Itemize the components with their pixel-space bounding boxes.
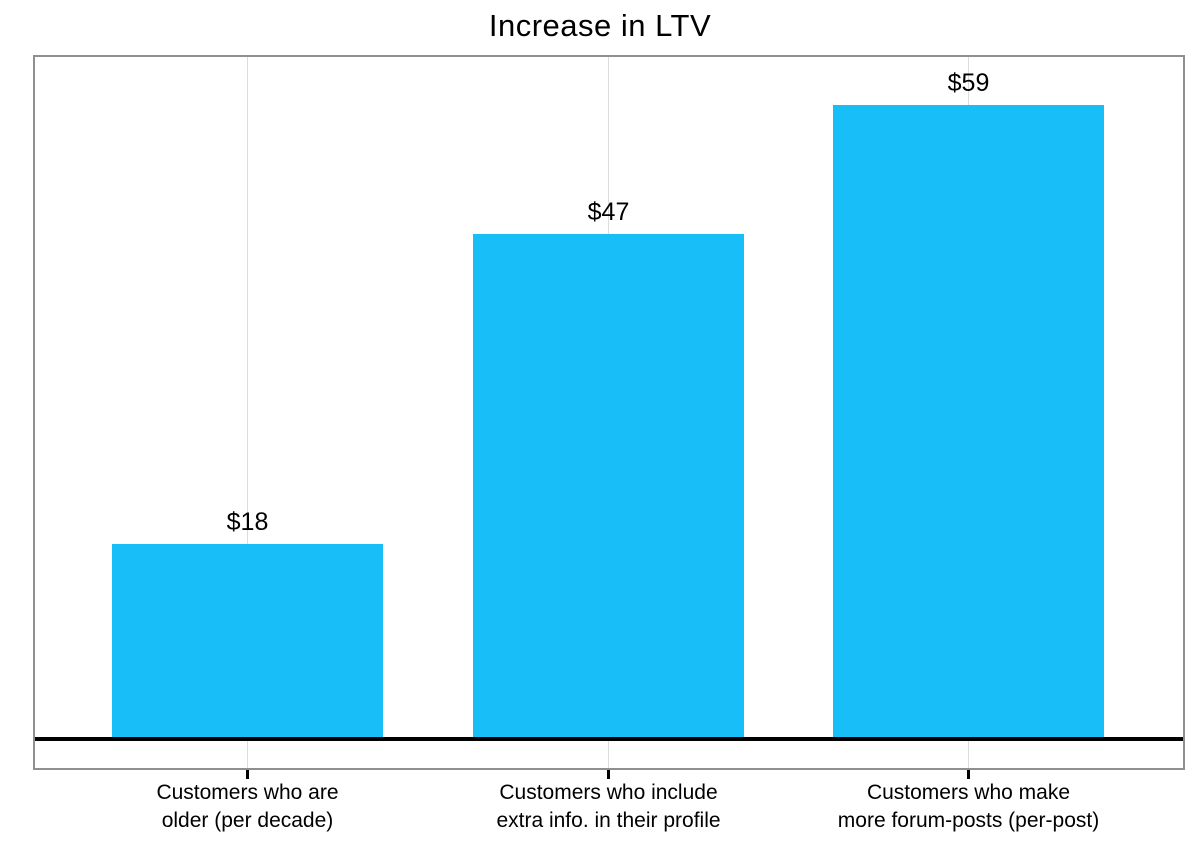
bar-value-label: $18 (226, 508, 269, 536)
x-axis-label-line: more forum-posts (per-post) (837, 809, 1100, 832)
x-axis-label: Customers who make more forum-posts (per-… (779, 779, 1159, 835)
plot-area: $18 $47 $59 (33, 55, 1185, 770)
zero-baseline (35, 737, 1183, 741)
x-axis-tick (246, 770, 249, 779)
x-axis-label-line: older (per decade) (161, 809, 334, 832)
chart-title: Increase in LTV (488, 8, 712, 43)
x-axis-label-line: extra info. in their profile (496, 809, 721, 832)
x-axis-tick (607, 770, 610, 779)
x-axis-label: Customers who are older (per decade) (58, 779, 438, 835)
bar-1 (473, 234, 744, 737)
gridline (247, 57, 248, 737)
bar-2 (833, 105, 1104, 737)
x-axis-label-line: Customers who are (156, 781, 339, 804)
bar-0 (112, 544, 383, 737)
gridline-below-zero (247, 741, 248, 768)
x-axis-label: Customers who include extra info. in thei… (419, 779, 799, 835)
x-axis-label-line: Customers who include (499, 781, 718, 804)
bar-value-label: $47 (587, 198, 630, 226)
bar-value-label: $59 (947, 69, 990, 97)
gridline-below-zero (968, 741, 969, 768)
gridline-below-zero (608, 741, 609, 768)
x-axis-tick (967, 770, 970, 779)
x-axis-label-line: Customers who make (866, 781, 1071, 804)
plot-inner: $18 $47 $59 (35, 57, 1183, 768)
